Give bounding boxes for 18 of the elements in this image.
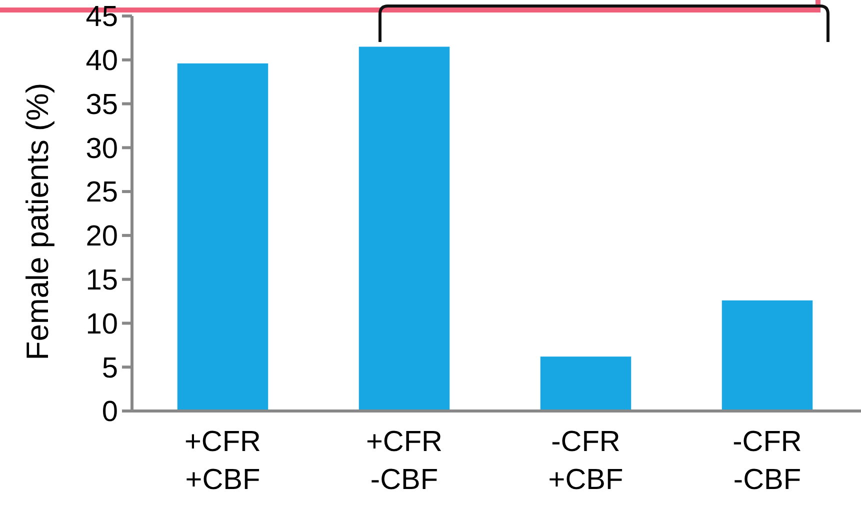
- y-tick-label: 15: [86, 264, 118, 296]
- x-tick-label: +CFR -CBF: [366, 426, 443, 496]
- x-tick-label: -CFR -CBF: [732, 426, 802, 496]
- y-tick-label: 20: [86, 220, 118, 253]
- y-tick-label: 40: [86, 45, 118, 78]
- x-tick-label: -CFR +CBF: [548, 426, 624, 496]
- y-axis-title: Female patients (%): [20, 82, 55, 360]
- bar: [540, 356, 632, 411]
- x-tick-label: +CFR +CBF: [184, 426, 262, 496]
- y-tick-label: 5: [102, 352, 118, 384]
- y-tick-label: 35: [86, 88, 118, 121]
- y-tick-label: 30: [86, 132, 118, 165]
- y-tick-label: 0: [102, 396, 118, 428]
- bar: [358, 46, 450, 411]
- bar: [177, 63, 268, 411]
- y-tick-label: 10: [86, 308, 118, 340]
- bar: [722, 300, 813, 411]
- y-tick-label: 25: [86, 176, 118, 209]
